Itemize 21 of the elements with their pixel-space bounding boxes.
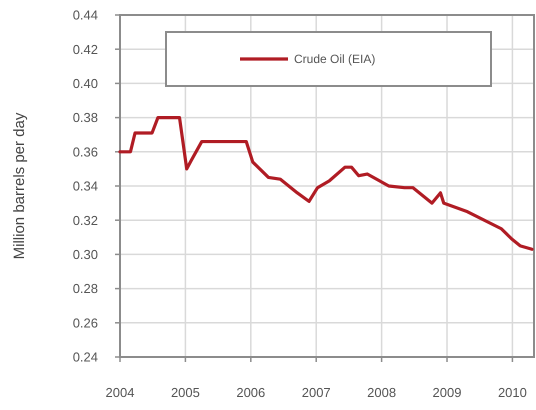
y-tick-label: 0.24	[72, 350, 98, 365]
x-tick-label: 2010	[498, 385, 527, 400]
y-tick-label: 0.38	[72, 110, 98, 126]
y-tick-label: 0.26	[72, 315, 98, 330]
y-axis-title: Million barrels per day	[11, 112, 28, 260]
y-tick-label: 0.28	[72, 281, 98, 296]
y-tick-label: 0.42	[72, 42, 98, 57]
x-tick-label: 2009	[432, 385, 462, 400]
x-tick-label: 2008	[367, 385, 396, 400]
y-tick-label: 0.40	[72, 76, 98, 91]
y-tick-label: 0.36	[72, 144, 98, 160]
x-tick-label: 2004	[106, 385, 134, 400]
x-tick-label: 2007	[302, 385, 331, 400]
line-series	[118, 116, 534, 251]
y-tick-label: 0.30	[72, 246, 98, 262]
y-tick-label: 0.44	[72, 8, 98, 23]
legend-label: Crude Oil (EIA)	[294, 52, 376, 66]
x-tick-label: 2005	[170, 385, 200, 400]
x-tick-label: 2006	[236, 385, 266, 400]
y-tick-label: 0.34	[72, 178, 98, 194]
y-tick-label: 0.32	[72, 212, 98, 228]
